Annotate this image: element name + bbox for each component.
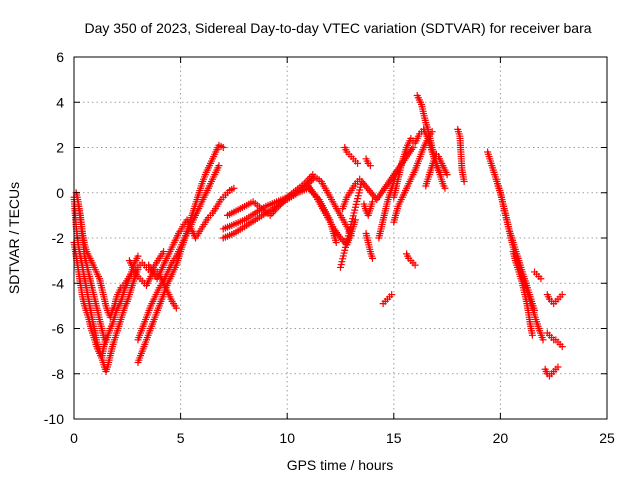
y-axis-label: SDTVAR / TECUs bbox=[6, 182, 22, 294]
x-tick-label: 25 bbox=[599, 430, 615, 446]
data-point bbox=[338, 236, 346, 244]
data-point bbox=[102, 334, 110, 342]
data-point bbox=[134, 252, 142, 260]
data-point bbox=[554, 363, 562, 371]
data-point bbox=[388, 291, 396, 299]
ticks bbox=[73, 56, 608, 420]
series-arc-f bbox=[134, 162, 223, 344]
series-arc-r bbox=[379, 291, 396, 308]
y-tick-label: -8 bbox=[52, 366, 65, 382]
x-tick-label: 5 bbox=[177, 430, 185, 446]
x-tick-labels: 0 5 10 15 20 25 bbox=[70, 430, 615, 446]
series-arc-k bbox=[224, 171, 317, 219]
series-arc-ae bbox=[543, 329, 566, 351]
y-tick-label: 0 bbox=[56, 185, 64, 201]
series-arc-d bbox=[70, 239, 110, 362]
series-arc-ab bbox=[509, 248, 536, 339]
data-point bbox=[337, 234, 344, 242]
data-point bbox=[411, 261, 419, 269]
data-point bbox=[354, 159, 362, 167]
x-tick-label: 20 bbox=[493, 430, 509, 446]
series-arc-m bbox=[339, 175, 364, 213]
series-arc-w bbox=[403, 250, 419, 269]
series-arc-h bbox=[125, 257, 180, 312]
data-point bbox=[460, 177, 468, 185]
data-point bbox=[558, 343, 566, 351]
data-point bbox=[409, 144, 417, 151]
chart-title: Day 350 of 2023, Sidereal Day-to-day VTE… bbox=[84, 20, 591, 36]
data-point bbox=[539, 336, 547, 344]
data-point bbox=[368, 254, 376, 262]
data-point bbox=[160, 248, 168, 256]
x-axis-label: GPS time / hours bbox=[287, 457, 394, 473]
series-arc-y bbox=[454, 125, 468, 185]
series-arc-af bbox=[543, 291, 566, 308]
x-tick-label: 0 bbox=[70, 430, 78, 446]
data-point bbox=[172, 304, 180, 312]
y-tick-label: 6 bbox=[56, 49, 64, 65]
data-point bbox=[309, 171, 317, 179]
x-tick-label: 15 bbox=[386, 430, 402, 446]
data-point bbox=[368, 198, 376, 206]
y-tick-label: -2 bbox=[52, 230, 65, 246]
data-point bbox=[443, 171, 451, 179]
series-arc-p bbox=[362, 155, 374, 170]
data-point bbox=[441, 184, 449, 192]
data-point bbox=[531, 306, 539, 314]
y-tick-label: -10 bbox=[44, 411, 64, 427]
data-point bbox=[230, 184, 238, 192]
data-point bbox=[215, 162, 223, 170]
series-arc-q bbox=[362, 229, 376, 262]
y-tick-label: 2 bbox=[56, 140, 64, 156]
series-arc-g bbox=[145, 184, 238, 283]
y-tick-labels: -10 -8 -6 -4 -2 0 2 4 6 bbox=[44, 49, 64, 427]
data-point bbox=[219, 144, 227, 151]
y-tick-label: -4 bbox=[52, 275, 65, 291]
series-arc-u bbox=[390, 128, 436, 226]
series-arc-o bbox=[360, 198, 376, 219]
series-arc-ag bbox=[337, 144, 417, 271]
y-tick-label: -6 bbox=[52, 321, 65, 337]
y-tick-label: 4 bbox=[56, 94, 64, 110]
series-arc-ad bbox=[541, 363, 562, 380]
x-tick-label: 10 bbox=[279, 430, 295, 446]
series-arc-n bbox=[341, 144, 362, 167]
data-point bbox=[528, 331, 536, 339]
data-point bbox=[537, 275, 545, 283]
series-arc-v bbox=[413, 91, 449, 192]
series-arc-ac bbox=[531, 268, 545, 283]
data-points bbox=[70, 91, 566, 380]
series-arc-x bbox=[422, 150, 451, 190]
series-arc-aa bbox=[492, 175, 539, 314]
data-point bbox=[558, 291, 566, 299]
data-point bbox=[332, 239, 340, 247]
series-arc-j bbox=[219, 184, 340, 247]
data-point bbox=[366, 162, 374, 170]
